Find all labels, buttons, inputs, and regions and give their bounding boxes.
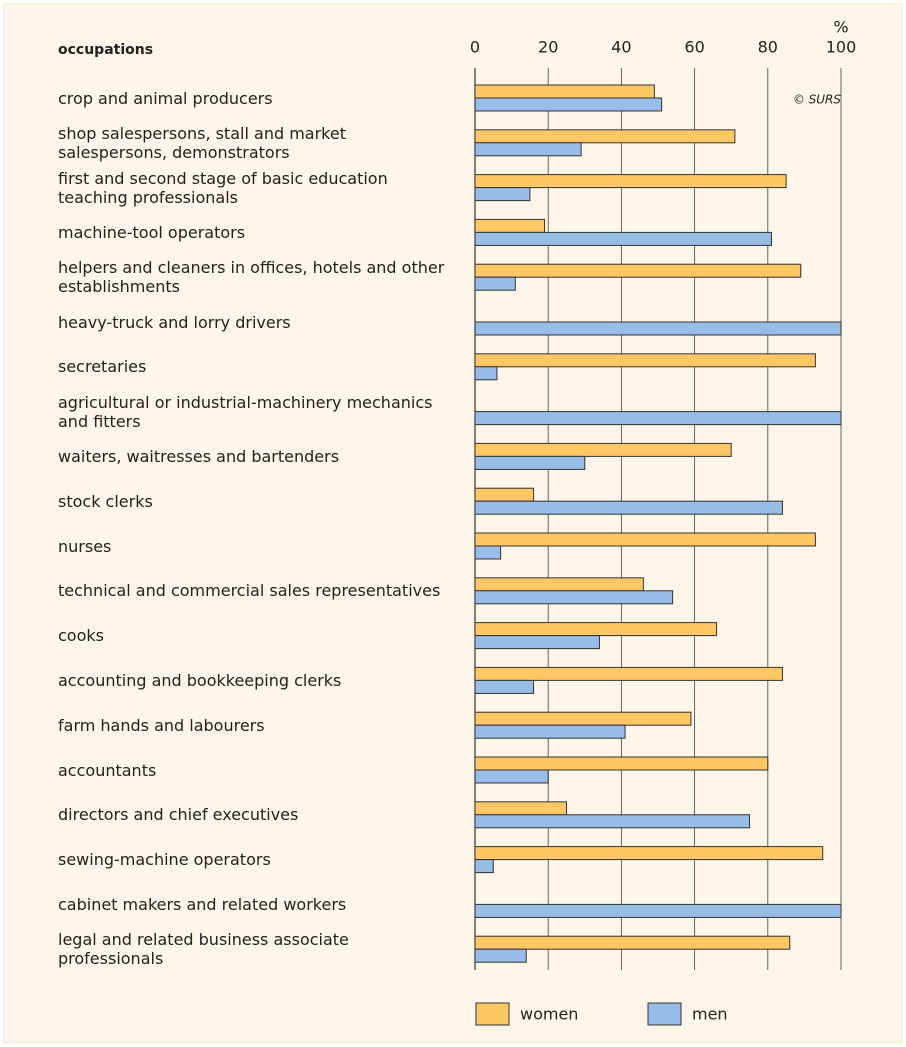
bar (474, 590, 674, 605)
bar (474, 532, 816, 547)
bar (474, 411, 842, 426)
bar (474, 756, 769, 771)
x-tick-label: 60 (684, 38, 704, 57)
axis-label: occupations (58, 42, 153, 58)
bar (474, 903, 842, 918)
bar (474, 814, 750, 829)
bar (474, 711, 692, 726)
category-label: technical and commercial sales represent… (58, 581, 441, 601)
bar (474, 801, 567, 816)
bar (474, 366, 498, 381)
bar (474, 935, 791, 950)
annotation: © SURS (793, 93, 842, 107)
category-label: helpers and cleaners in offices, hotels … (58, 258, 445, 297)
unit-label: % (833, 18, 848, 37)
bar (474, 353, 816, 368)
legend-swatch (475, 1002, 510, 1026)
category-label: accounting and bookkeeping clerks (58, 670, 342, 690)
x-tick-label: 20 (538, 38, 558, 57)
x-tick-label: 40 (611, 38, 631, 57)
category-label: cooks (58, 626, 104, 646)
legend-swatch (647, 1002, 682, 1026)
bar (474, 276, 516, 291)
bar (474, 545, 502, 560)
bar (474, 174, 787, 189)
category-label: heavy-truck and lorry drivers (58, 312, 291, 332)
category-label: cabinet makers and related workers (58, 894, 347, 914)
bar (474, 442, 732, 457)
category-label: first and second stage of basic educatio… (58, 168, 388, 207)
category-label: legal and related business associate pro… (58, 930, 349, 969)
bar (474, 500, 783, 515)
x-tick-label: 100 (826, 38, 857, 57)
bar (474, 187, 531, 202)
bar (474, 321, 842, 336)
bar (474, 679, 535, 694)
bar (474, 769, 549, 784)
bar (474, 129, 736, 144)
category-label: farm hands and labourers (58, 715, 265, 735)
bar (474, 846, 824, 861)
category-label: directors and chief executives (58, 805, 299, 825)
bar (474, 666, 783, 681)
category-label: secretaries (58, 357, 147, 377)
bar (474, 231, 772, 246)
category-label: shop salespersons, stall and market sale… (58, 123, 346, 162)
category-label: crop and animal producers (58, 88, 273, 108)
category-label: nurses (58, 536, 112, 556)
bar (474, 724, 626, 739)
bar (474, 577, 644, 592)
category-label: accountants (58, 760, 157, 780)
bar (474, 263, 802, 278)
legend-label: women (520, 1005, 578, 1024)
category-label: sewing-machine operators (58, 850, 271, 870)
bar (474, 487, 535, 502)
x-tick-label: 80 (758, 38, 778, 57)
bar (474, 218, 546, 233)
bar (474, 97, 663, 112)
bar (474, 142, 582, 157)
bar (474, 622, 718, 637)
x-tick-label: 0 (470, 38, 480, 57)
bar (474, 948, 527, 963)
bar (474, 859, 494, 874)
category-label: waiters, waitresses and bartenders (58, 446, 340, 466)
category-label: agricultural or industrial-machinery mec… (58, 392, 433, 431)
category-label: machine-tool operators (58, 222, 246, 242)
bar (474, 635, 600, 650)
bar (474, 84, 655, 99)
bar (474, 455, 586, 470)
legend-label: men (692, 1005, 728, 1024)
category-label: stock clerks (58, 491, 153, 511)
